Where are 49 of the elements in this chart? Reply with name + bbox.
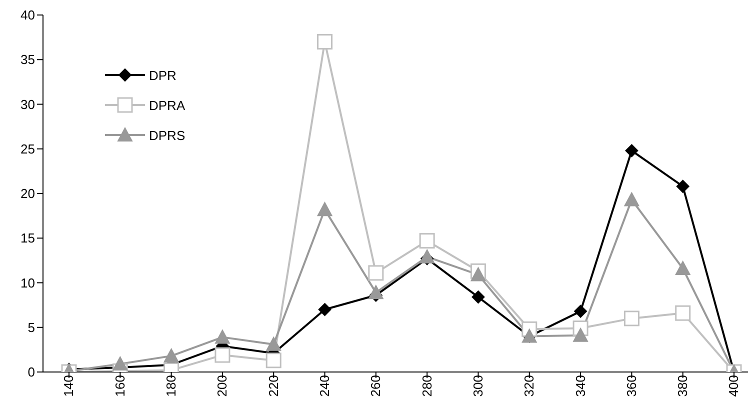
y-tick-label: 20 <box>20 186 35 202</box>
point <box>624 310 640 326</box>
legend-label: DPR <box>149 68 176 82</box>
x-tick-label: 260 <box>368 375 384 397</box>
y-tick-label: 40 <box>20 8 35 23</box>
x-tick-label: 340 <box>572 375 588 397</box>
point <box>214 347 230 363</box>
point <box>676 180 690 193</box>
x-tick-label: 400 <box>726 375 742 397</box>
y-tick-label: 30 <box>20 96 35 112</box>
legend-label: DPRS <box>149 128 186 142</box>
point <box>112 356 128 370</box>
x-tick-label: 200 <box>214 375 230 397</box>
point <box>675 305 691 321</box>
x-tick-label: 380 <box>675 375 690 397</box>
x-tick-label: 320 <box>522 375 537 397</box>
point <box>470 267 486 282</box>
point <box>368 285 384 300</box>
x-tick-label: 180 <box>164 375 179 397</box>
legend-label: DPRA <box>149 98 186 112</box>
point <box>472 290 485 304</box>
point <box>317 34 333 50</box>
x-tick-label: 160 <box>112 375 128 397</box>
x-tick-label: 280 <box>419 375 434 397</box>
y-tick-label: 35 <box>20 52 35 68</box>
point <box>574 304 588 318</box>
y-tick-label: 10 <box>20 275 35 290</box>
point <box>368 265 384 281</box>
point <box>266 336 282 351</box>
point <box>214 330 230 344</box>
y-tick-label: 0 <box>28 364 35 380</box>
point <box>317 202 332 216</box>
x-tick-label: 140 <box>61 375 76 397</box>
x-tick-label: 300 <box>470 375 486 397</box>
point <box>318 303 332 316</box>
y-tick-label: 5 <box>28 320 35 335</box>
x-tick-label: 240 <box>317 375 332 397</box>
x-tick-label: 220 <box>266 375 281 397</box>
point <box>266 352 282 368</box>
y-tick-label: 25 <box>20 141 35 156</box>
point <box>420 249 435 264</box>
point <box>675 260 690 275</box>
point <box>573 328 588 342</box>
point <box>419 233 435 249</box>
point <box>625 144 638 158</box>
point <box>164 348 179 362</box>
y-tick-label: 15 <box>20 230 35 246</box>
point <box>624 192 640 206</box>
x-tick-label: 360 <box>624 375 639 397</box>
